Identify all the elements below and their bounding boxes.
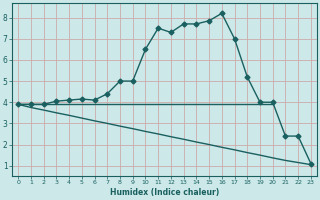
X-axis label: Humidex (Indice chaleur): Humidex (Indice chaleur) (110, 188, 219, 197)
